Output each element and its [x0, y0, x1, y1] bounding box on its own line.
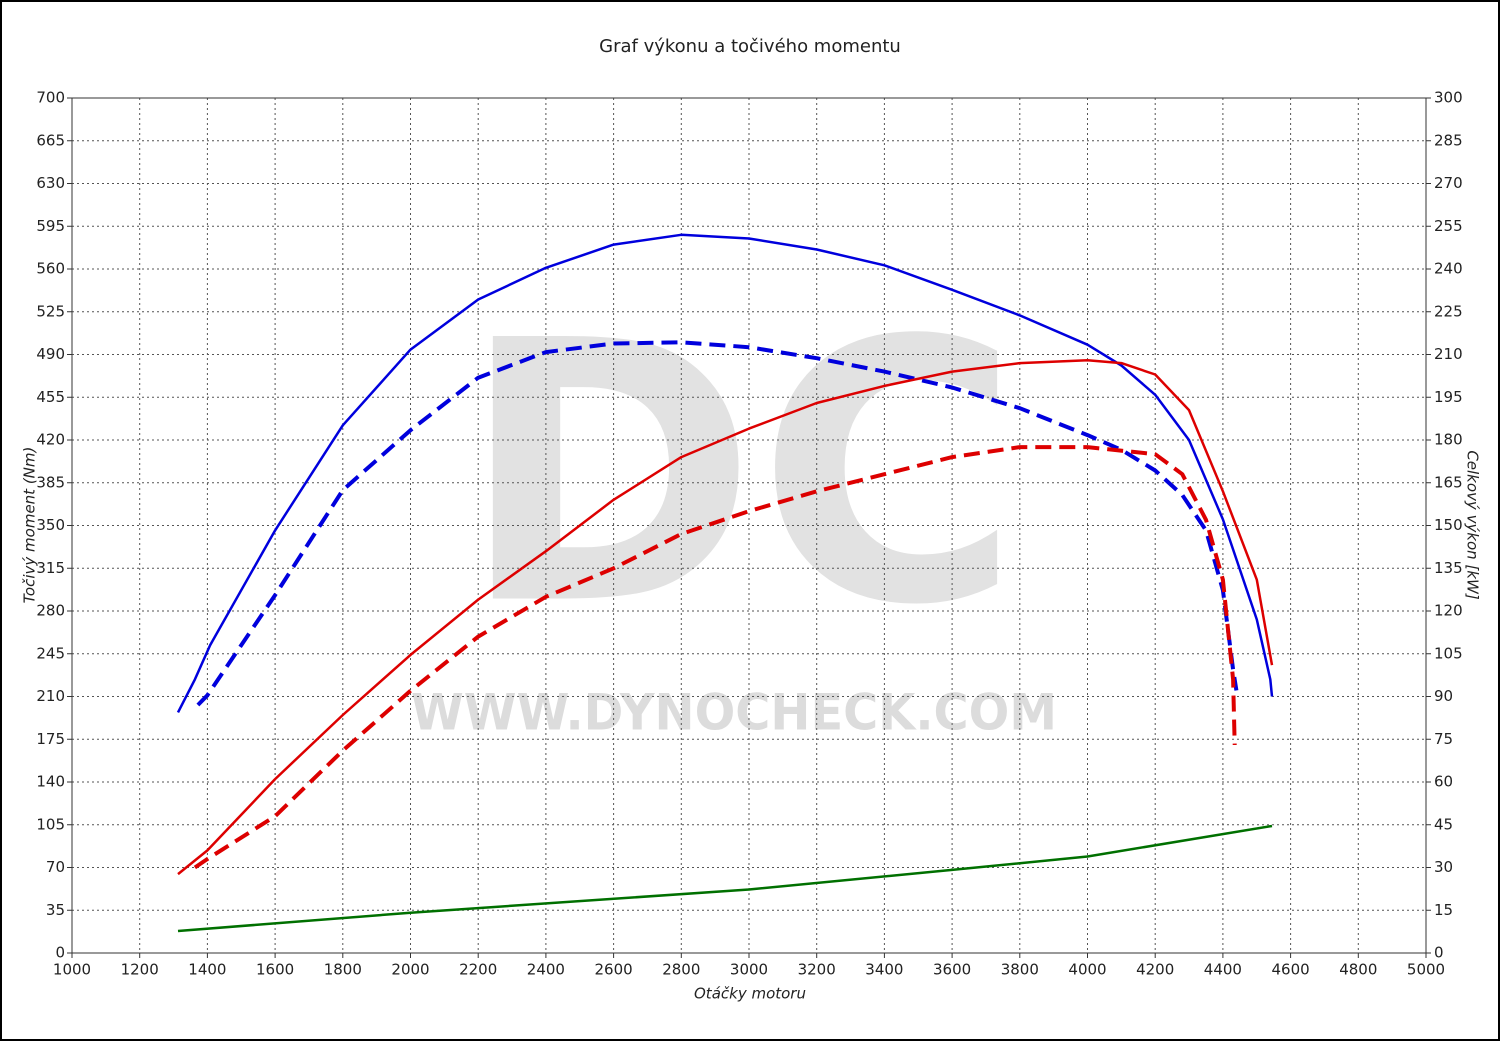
y-tick-label: 245	[36, 644, 65, 662]
x-tick-label: 5000	[1407, 961, 1445, 979]
x-tick-label: 2000	[391, 961, 429, 979]
y2-tick-label: 30	[1434, 858, 1453, 876]
x-tick-label: 1600	[256, 961, 294, 979]
y-tick-label: 630	[36, 174, 65, 192]
y2-tick-label: 45	[1434, 815, 1453, 833]
y-tick-label: 385	[36, 473, 65, 491]
x-tick-label: 4800	[1339, 961, 1377, 979]
x-tick-label: 4200	[1136, 961, 1174, 979]
y2-tick-label: 210	[1434, 345, 1463, 363]
y2-tick-label: 180	[1434, 431, 1463, 449]
y2-tick-label: 165	[1434, 473, 1463, 491]
y-tick-label: 595	[36, 217, 65, 235]
x-tick-label: 3800	[1001, 961, 1039, 979]
y2-tick-label: 135	[1434, 559, 1463, 577]
y2-tick-label: 150	[1434, 516, 1463, 534]
y-tick-label: 140	[36, 773, 65, 791]
x-tick-label: 1200	[121, 961, 159, 979]
y2-tick-label: 0	[1434, 944, 1444, 962]
x-axis-label: Otáčky motoru	[694, 985, 806, 1003]
x-tick-label: 3600	[933, 961, 971, 979]
y-tick-label: 700	[36, 89, 65, 107]
series-line	[193, 445, 1237, 870]
y-tick-label: 175	[36, 730, 65, 748]
y-tick-label: 280	[36, 602, 65, 620]
y2-tick-label: 195	[1434, 388, 1463, 406]
y2-tick-label: 255	[1434, 217, 1463, 235]
x-tick-label: 2200	[459, 961, 497, 979]
y-tick-label: 105	[36, 815, 65, 833]
y2-tick-label: 60	[1434, 773, 1453, 791]
x-tick-label: 1400	[188, 961, 226, 979]
x-tick-label: 3200	[798, 961, 836, 979]
x-tick-label: 3000	[730, 961, 768, 979]
plot-frame	[71, 97, 1427, 954]
y-tick-label: 525	[36, 302, 65, 320]
y-tick-label: 665	[36, 131, 65, 149]
x-tick-label: 1000	[53, 961, 91, 979]
x-tick-label: 4600	[1272, 961, 1310, 979]
series-line	[177, 824, 1273, 933]
y2-tick-label: 285	[1434, 131, 1463, 149]
y-tick-label: 455	[36, 388, 65, 406]
series-line	[176, 233, 1274, 713]
y2-tick-label: 225	[1434, 302, 1463, 320]
y2-tick-label: 300	[1434, 89, 1463, 107]
x-tick-label: 2400	[527, 961, 565, 979]
y-tick-label: 350	[36, 516, 65, 534]
y2-tick-label: 270	[1434, 174, 1463, 192]
watermark-logo: DC	[460, 264, 1020, 683]
y-tick-label: 420	[36, 431, 65, 449]
y-axis-label: Točivý moment (Nm)	[21, 447, 39, 604]
series-line	[177, 358, 1274, 876]
watermark-url: WWW.DYNOCHECK.COM	[411, 684, 1057, 742]
x-tick-label: 3400	[865, 961, 903, 979]
y-tick-label: 210	[36, 687, 65, 705]
x-tick-label: 2600	[595, 961, 633, 979]
y2-tick-label: 105	[1434, 644, 1463, 662]
y2-tick-label: 15	[1434, 901, 1453, 919]
x-tick-label: 4000	[1068, 961, 1106, 979]
y-tick-label: 560	[36, 260, 65, 278]
y2-tick-label: 75	[1434, 730, 1453, 748]
y-tick-label: 0	[55, 944, 65, 962]
y-tick-label: 35	[46, 901, 65, 919]
y-tick-label: 490	[36, 345, 65, 363]
y2-tick-label: 90	[1434, 687, 1453, 705]
y2-tick-label: 120	[1434, 602, 1463, 620]
y2-tick-label: 240	[1434, 260, 1463, 278]
y-tick-label: 315	[36, 559, 65, 577]
y-tick-label: 70	[46, 858, 65, 876]
x-tick-label: 2800	[662, 961, 700, 979]
x-tick-label: 4400	[1204, 961, 1242, 979]
chart-title: Graf výkonu a točivého momentu	[599, 36, 901, 57]
watermark: DC WWW.DYNOCHECK.COM	[411, 264, 1057, 741]
x-tick-label: 1800	[324, 961, 362, 979]
y2-axis-label: Celkový výkon [kW]	[1464, 450, 1482, 600]
